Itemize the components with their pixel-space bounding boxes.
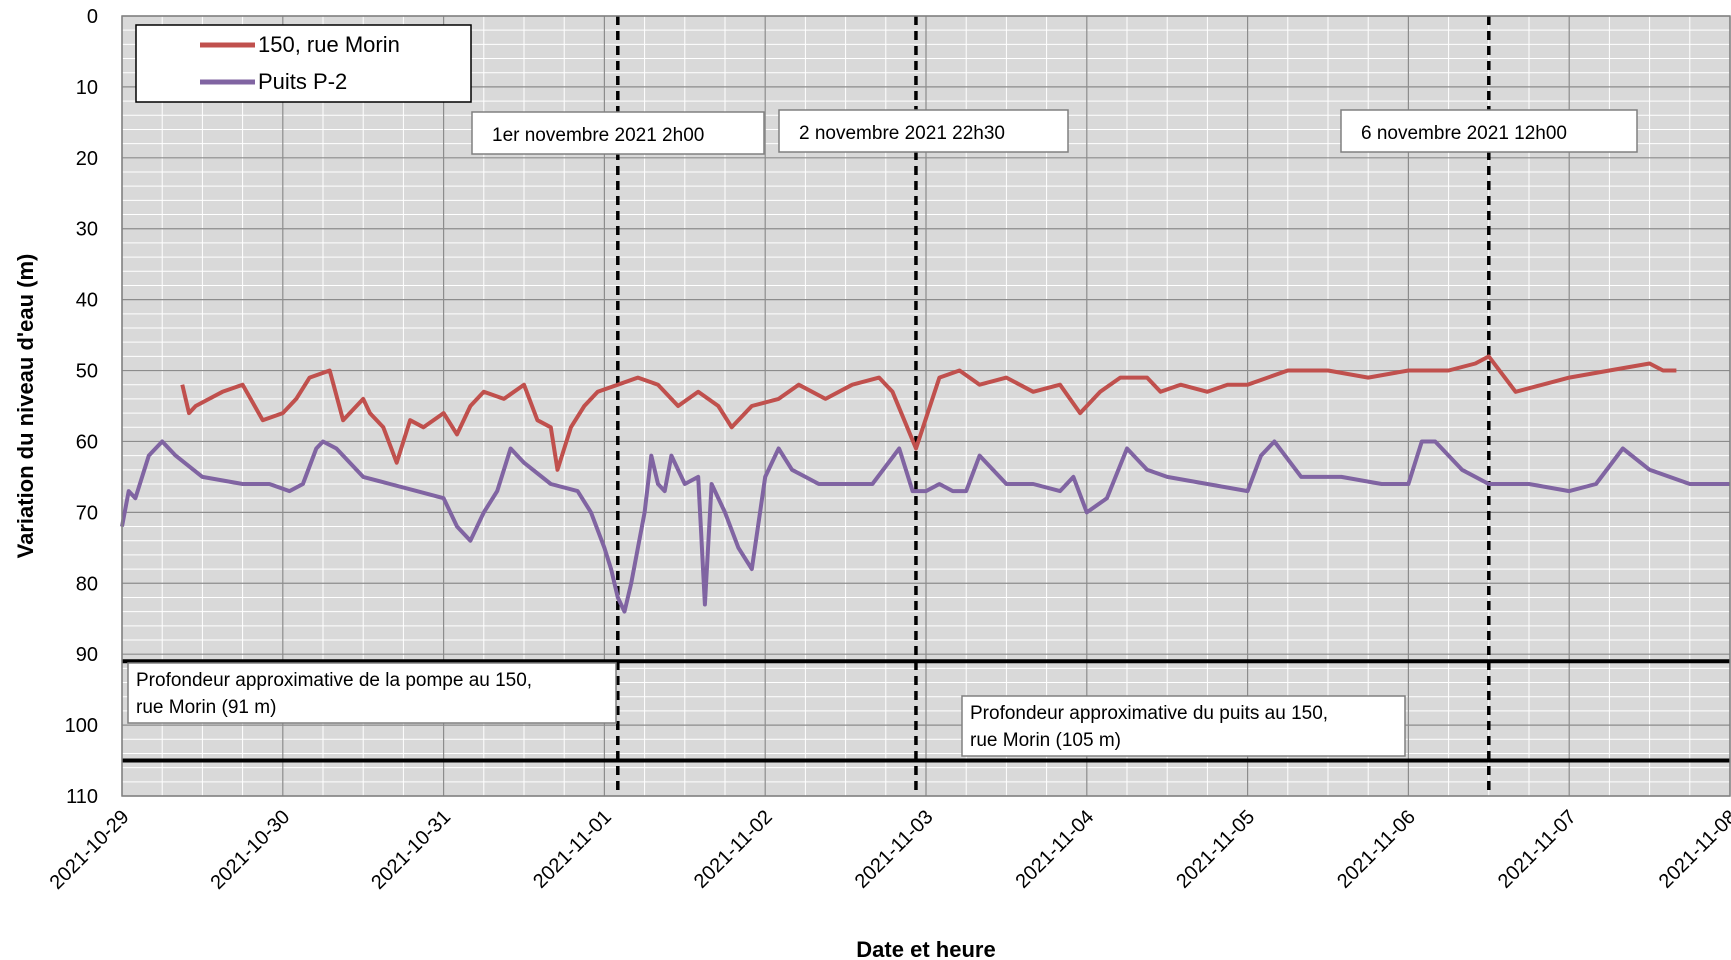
y-axis-ticks: 0 10 20 30 40 50 60 70 80 90 100 110 — [65, 6, 98, 808]
series-line-morin — [180, 354, 1677, 472]
reference-vertical-lines — [616, 16, 1491, 796]
horizontal-line-label: Profondeur approximative de la pompe au … — [136, 670, 532, 691]
horizontal-line-label: rue Morin (91 m) — [136, 697, 276, 718]
y-tick-label: 50 — [76, 361, 98, 383]
y-tick-label: 20 — [76, 148, 98, 170]
x-tick-label: 2021-11-03 — [851, 806, 938, 893]
legend: 150, rue Morin Puits P-2 — [135, 24, 472, 103]
horizontal-line-label: rue Morin (105 m) — [970, 730, 1121, 751]
y-tick-label: 40 — [76, 290, 98, 312]
x-tick-label: 2021-11-04 — [1011, 806, 1098, 893]
y-tick-label: 100 — [65, 715, 98, 737]
vertical-line-label: 1er novembre 2021 2h00 — [492, 125, 704, 146]
vertical-line-label: 6 novembre 2021 12h00 — [1361, 123, 1567, 144]
data-series — [120, 354, 1730, 614]
horizontal-line-label-box — [127, 662, 617, 724]
y-tick-label: 30 — [76, 219, 98, 241]
x-tick-label: 2021-10-31 — [367, 806, 455, 894]
x-tick-label: 2021-11-06 — [1333, 806, 1420, 893]
x-tick-label: 2021-11-01 — [529, 806, 616, 893]
y-tick-label: 70 — [76, 502, 98, 524]
vertical-line-label: 2 novembre 2021 22h30 — [799, 123, 1005, 144]
legend-label-p2: Puits P-2 — [258, 69, 347, 94]
vertical-line-label-box — [471, 111, 765, 155]
plot-border — [121, 15, 1731, 797]
y-tick-label: 110 — [66, 786, 98, 808]
legend-label-morin: 150, rue Morin — [258, 32, 400, 57]
annotations: 1er novembre 2021 2h00 2 novembre 2021 22… — [127, 109, 1638, 757]
x-tick-label: 2021-11-07 — [1494, 806, 1581, 893]
horizontal-line-label-box — [961, 695, 1406, 757]
y-tick-label: 90 — [76, 644, 98, 666]
x-tick-label: 2021-10-30 — [206, 806, 294, 894]
y-tick-label: 80 — [76, 573, 98, 595]
y-tick-label: 60 — [76, 431, 98, 453]
y-tick-label: 0 — [87, 6, 98, 28]
x-tick-label: 2021-11-02 — [690, 806, 777, 893]
reference-horizontal-lines — [122, 659, 1730, 763]
x-axis-title: Date et heure — [856, 937, 995, 960]
y-tick-label: 10 — [76, 77, 98, 99]
vertical-line-label-box — [1340, 109, 1638, 153]
x-tick-label: 2021-11-08 — [1655, 806, 1731, 893]
x-tick-label: 2021-11-05 — [1172, 806, 1259, 893]
horizontal-line-label: Profondeur approximative du puits au 150… — [970, 703, 1328, 724]
legend-box — [135, 24, 472, 103]
y-axis-title: Variation du niveau d'eau (m) — [13, 254, 38, 559]
x-tick-label: 2021-10-29 — [46, 806, 134, 894]
series-line-p2 — [120, 439, 1730, 614]
vertical-line-label-box — [778, 109, 1069, 153]
x-axis-ticks: 2021-10-29 2021-10-30 2021-10-31 2021-11-01… — [46, 806, 1731, 894]
